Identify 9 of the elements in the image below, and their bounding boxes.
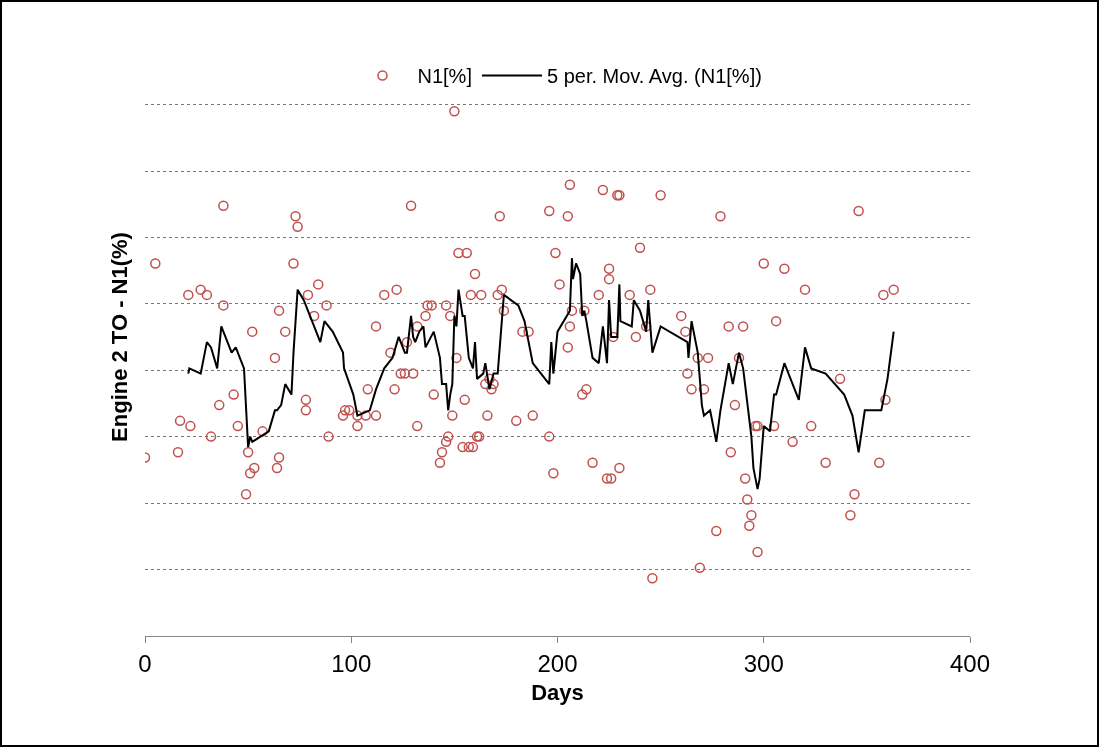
x-tick-label: 300 [743,649,784,677]
x-tick-label: 0 [138,649,152,677]
x-tick-label: 100 [331,649,372,677]
x-tick-label: 200 [537,649,578,677]
y-axis-title: Engine 2 TO - N1(%) [106,232,132,442]
legend-label: 5 per. Mov. Avg. (N1[%]) [546,65,762,88]
x-tick-label: 400 [949,649,991,677]
legend-label: N1[%] [417,65,472,88]
x-axis-title: Days [531,679,584,705]
